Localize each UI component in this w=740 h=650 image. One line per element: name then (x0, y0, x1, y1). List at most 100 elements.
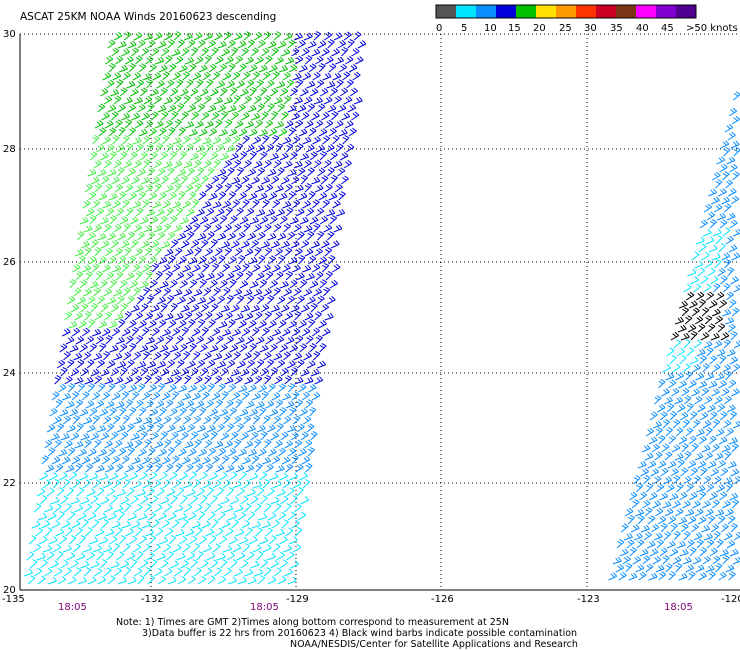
wind-barb (36, 488, 46, 497)
wind-barb (353, 96, 363, 105)
wind-barb (96, 359, 105, 369)
wind-barb (289, 344, 299, 353)
wind-barb (80, 303, 89, 313)
wind-barb (180, 431, 189, 441)
wind-barb (153, 32, 163, 41)
wind-barb (131, 456, 141, 465)
wind-barb (278, 319, 287, 329)
wind-barb (298, 192, 308, 201)
wind-barb (697, 267, 705, 277)
wind-barb (334, 183, 343, 193)
wind-barb (666, 347, 675, 357)
wind-barb (84, 376, 94, 385)
wind-barb (323, 286, 331, 297)
legend-swatch (436, 5, 457, 18)
wind-barb (109, 535, 118, 545)
wind-barb (188, 256, 198, 265)
wind-barb (207, 39, 216, 49)
wind-barb (313, 288, 322, 297)
wind-barb (219, 408, 229, 417)
wind-barb (215, 527, 224, 537)
wind-barb (86, 488, 96, 497)
wind-barb (163, 287, 171, 297)
wind-barb (184, 248, 194, 257)
wind-barb (308, 191, 316, 201)
wind-barb (716, 403, 725, 413)
wind-barb (261, 47, 270, 57)
wind-barb (148, 535, 157, 545)
wind-barb (725, 427, 734, 437)
wind-barb (666, 483, 675, 493)
wind-barb (289, 536, 298, 545)
wind-barb (69, 344, 79, 353)
wind-barb (722, 364, 731, 373)
wind-barb (181, 326, 189, 337)
wind-barb (688, 300, 698, 309)
wind-barb (321, 111, 330, 121)
wind-barb (184, 121, 195, 129)
wind-barb (699, 491, 707, 501)
wind-barb (225, 399, 234, 409)
wind-barb (278, 128, 288, 137)
wind-barb (336, 79, 344, 89)
wind-barb (286, 425, 296, 433)
wind-barb (177, 102, 185, 113)
wind-barb (695, 236, 705, 245)
wind-barb (217, 104, 227, 113)
wind-barb (121, 263, 130, 273)
wind-barb (233, 159, 242, 169)
wind-barb (299, 472, 308, 481)
wind-barb (219, 87, 228, 97)
wind-barb (213, 159, 221, 169)
wind-barb (251, 392, 261, 401)
wind-barb (226, 423, 235, 433)
wind-barb (112, 264, 122, 273)
wind-barb (311, 112, 320, 121)
wind-barb (235, 207, 244, 217)
wind-barb (227, 39, 236, 49)
wind-barb (171, 327, 181, 337)
wind-barb (277, 232, 287, 241)
wind-barb (192, 479, 201, 489)
wind-barb (50, 560, 59, 569)
wind-barb (239, 151, 248, 161)
wind-barb (692, 500, 701, 509)
wind-barb (99, 536, 108, 545)
wind-barb (264, 247, 273, 257)
wind-barb (159, 344, 169, 353)
wind-barb (289, 151, 298, 161)
wind-barb (708, 571, 716, 581)
wind-barb (269, 408, 279, 417)
wind-barb (308, 383, 317, 393)
wind-barb (145, 463, 154, 473)
wind-barb (266, 552, 276, 561)
wind-barb (257, 448, 267, 457)
wind-barb (247, 168, 257, 177)
wind-barb (240, 431, 249, 441)
wind-barb (323, 224, 333, 233)
wind-barb (198, 191, 207, 201)
wind-barb (266, 295, 275, 305)
wind-barb (108, 320, 118, 329)
wind-barb (134, 375, 143, 385)
wind-barb (149, 216, 159, 225)
wind-barb (272, 328, 281, 337)
wind-barb (68, 535, 77, 545)
wind-barb (727, 131, 736, 141)
wind-barb (213, 352, 223, 361)
wind-barb (709, 411, 718, 421)
wind-barb (207, 167, 215, 177)
wind-barb (142, 543, 151, 553)
wind-barb (303, 159, 312, 169)
wind-barb (160, 368, 170, 377)
wind-barb (322, 135, 331, 145)
wind-barb (116, 360, 127, 369)
wind-barb (183, 95, 191, 105)
wind-barb (300, 304, 310, 313)
wind-barb (234, 568, 243, 577)
wind-barb (123, 567, 132, 577)
wind-barb (282, 71, 291, 81)
wind-barb (104, 183, 113, 193)
wind-barb (158, 191, 167, 201)
wind-barb (663, 476, 673, 485)
